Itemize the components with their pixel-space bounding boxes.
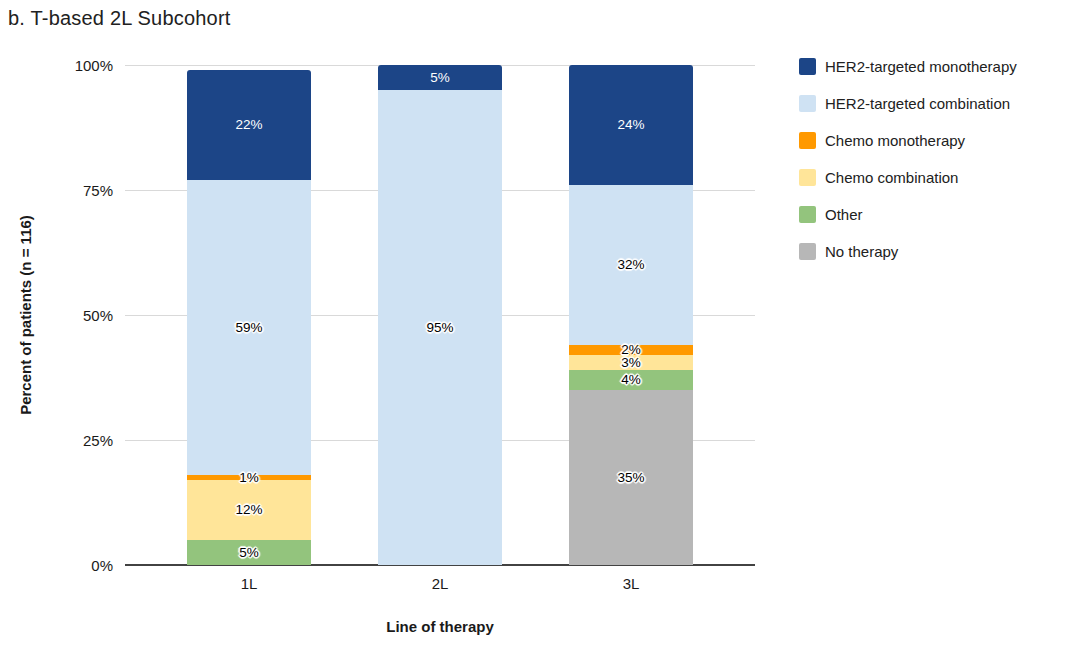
bar-segment: 3% <box>569 355 693 370</box>
bar-segment-label: 32% <box>617 258 644 272</box>
bar-1l: 5% 12% 1% 59% 22% <box>187 65 311 565</box>
bar-segment-label: 22% <box>235 118 262 132</box>
legend-swatch-icon <box>799 243 816 260</box>
bar-segment-label: 35% <box>617 471 644 485</box>
legend-label: No therapy <box>825 243 898 260</box>
bar-segment-label: 2% <box>621 343 641 357</box>
bar-segment: 12% <box>187 480 311 540</box>
bar-2l: 95% 5% <box>378 65 502 565</box>
x-tick-label: 3L <box>623 576 640 591</box>
bar-3l: 35% 4% 3%2% 32% 24% <box>569 65 693 565</box>
legend-swatch-icon <box>799 95 816 112</box>
y-tick-label: 25% <box>0 433 113 448</box>
bar-segment-label: 12% <box>235 503 262 517</box>
x-tick-label: 2L <box>432 576 449 591</box>
bar-segment: 59% <box>187 180 311 475</box>
bar-segment-label: 95% <box>426 321 453 335</box>
x-tick-label: 1L <box>241 576 258 591</box>
y-axis-ticks: 100%75%50%25%0% <box>0 65 113 565</box>
legend-label: HER2-targeted combination <box>825 95 1010 112</box>
bar-segment: 2% <box>569 345 693 355</box>
y-tick-label: 100% <box>0 58 113 73</box>
y-tick-label: 50% <box>0 308 113 323</box>
bar-segment: 22% <box>187 70 311 180</box>
bar-segment: 24% <box>569 65 693 185</box>
legend-swatch-icon <box>799 169 816 186</box>
bar-segment: 4% <box>569 370 693 390</box>
bar-segment-label: 3% <box>621 356 641 370</box>
bar-segment: 5% <box>187 540 311 565</box>
chart-figure: b. T-based 2L Subcohort Percent of patie… <box>0 0 1080 651</box>
bar-segment-label: 59% <box>235 321 262 335</box>
bar-segment-label: 5% <box>430 71 450 85</box>
legend-swatch-icon <box>799 58 816 75</box>
bar-segment: 35% <box>569 390 693 565</box>
x-axis-title: Line of therapy <box>386 618 494 635</box>
y-tick-label: 0% <box>0 558 113 573</box>
legend-item: Chemo combination <box>799 167 1017 187</box>
legend: HER2-targeted monotherapy HER2-targeted c… <box>799 56 1017 261</box>
plot-area: 5% 12% 1% 59% 22% 95% 5% 35% 4% 3%2% 32% 24% <box>125 65 755 565</box>
legend-label: Chemo monotherapy <box>825 132 965 149</box>
legend-swatch-icon <box>799 132 816 149</box>
legend-label: Chemo combination <box>825 169 958 186</box>
bar-segment: 5% <box>378 65 502 90</box>
legend-label: Other <box>825 206 863 223</box>
bar-segment-label: 5% <box>239 546 259 560</box>
y-tick-label: 75% <box>0 183 113 198</box>
legend-item: Other <box>799 204 1017 224</box>
x-axis-ticks: 1L 2L 3L <box>125 576 755 596</box>
bar-segment-label: 4% <box>621 373 641 387</box>
legend-item: Chemo monotherapy <box>799 130 1017 150</box>
legend-item: No therapy <box>799 241 1017 261</box>
bar-segment: 95% <box>378 90 502 565</box>
legend-swatch-icon <box>799 206 816 223</box>
chart-title: b. T-based 2L Subcohort <box>8 7 231 30</box>
bar-segment: 32% <box>569 185 693 345</box>
legend-label: HER2-targeted monotherapy <box>825 58 1017 75</box>
bar-segment-label: 1% <box>239 471 259 485</box>
bar-segment-label: 24% <box>617 118 644 132</box>
bar-segment: 1% <box>187 475 311 480</box>
legend-item: HER2-targeted monotherapy <box>799 56 1017 76</box>
legend-item: HER2-targeted combination <box>799 93 1017 113</box>
